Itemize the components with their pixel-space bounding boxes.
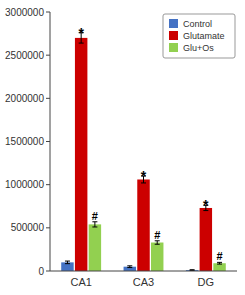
legend: Control Glutamate Glu+Os	[163, 14, 235, 58]
bar	[137, 179, 149, 271]
error-bar-cap	[127, 267, 132, 268]
error-bar-cap	[217, 264, 222, 265]
legend-swatch	[169, 31, 178, 40]
annotation: #	[216, 250, 222, 262]
error-bar-cap	[155, 244, 160, 245]
legend-swatch	[169, 43, 178, 52]
error-bar-cap	[65, 263, 70, 264]
bar	[124, 267, 136, 271]
error-bar-cap	[65, 261, 70, 262]
annotation: #	[92, 210, 98, 222]
y-tick-label: 0	[38, 266, 44, 277]
y-tick	[46, 98, 50, 99]
legend-label: Glutamate	[183, 31, 225, 41]
error-bar	[65, 261, 70, 264]
error-bar-cap	[190, 269, 195, 270]
bars	[61, 33, 226, 271]
bar	[151, 243, 163, 271]
error-bar-cap	[79, 43, 84, 44]
error-bar-line	[94, 222, 95, 227]
chart: 0 500000 1000000 1500000 2000000 2500000 30000…	[0, 0, 245, 295]
legend-label: Control	[183, 19, 212, 29]
error-bar	[92, 222, 97, 227]
error-bar-cap	[127, 265, 132, 266]
error-bar-line	[157, 241, 158, 244]
y-tick	[46, 227, 50, 228]
y-tick-label: 1000000	[5, 179, 44, 190]
y-tick-label: 2500000	[5, 50, 44, 61]
y-tick-label: 3000000	[5, 7, 44, 18]
legend-swatch	[169, 19, 178, 28]
y-tick	[46, 271, 50, 272]
y-tick-label: 2000000	[5, 93, 44, 104]
x-tick-label: CA3	[133, 276, 154, 288]
annotation: *	[78, 25, 84, 41]
annotation: *	[141, 168, 147, 184]
y-tick	[46, 141, 50, 142]
bar	[75, 38, 87, 271]
y-tick	[46, 12, 50, 13]
bar	[200, 208, 212, 271]
x-tick-label: DG	[198, 276, 215, 288]
x-axis	[50, 271, 237, 272]
bar	[213, 263, 225, 271]
y-tick	[46, 184, 50, 185]
y-tick-label: 500000	[11, 222, 45, 233]
error-bar	[155, 241, 160, 244]
legend-box	[163, 14, 235, 58]
annotation: #	[154, 229, 160, 241]
legend-label: Glu+Os	[183, 43, 214, 53]
error-bar-cap	[92, 226, 97, 227]
y-tick	[46, 55, 50, 56]
y-axis	[50, 12, 51, 271]
error-bar	[217, 262, 222, 264]
error-bar	[127, 266, 132, 268]
y-tick-label: 1500000	[5, 136, 44, 147]
annotation: *	[203, 197, 209, 213]
bar	[61, 262, 73, 271]
x-tick-label: CA1	[70, 276, 91, 288]
bar	[89, 224, 101, 271]
